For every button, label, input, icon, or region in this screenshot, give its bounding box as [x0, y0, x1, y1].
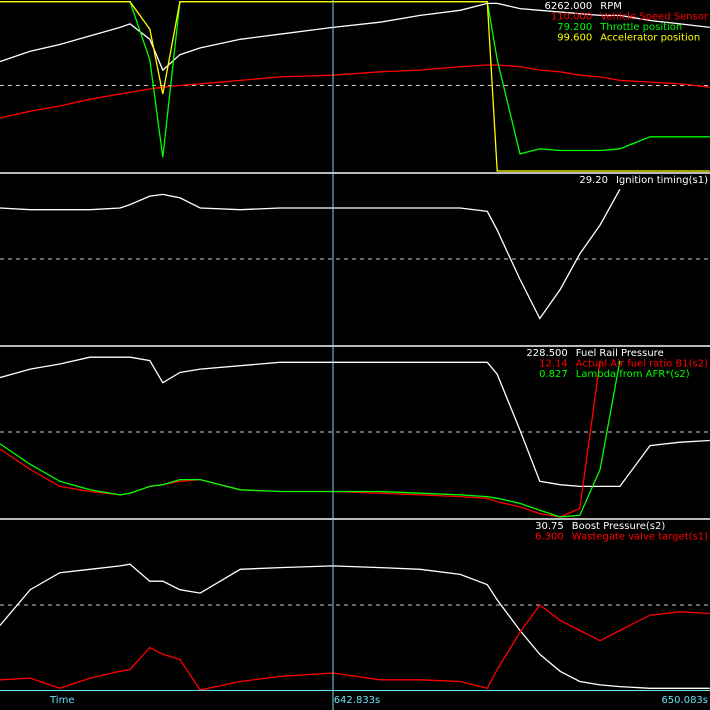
panel-separator	[0, 518, 710, 520]
legend-value: 12.14	[539, 359, 568, 370]
legend-name: Vehicle Speed Sensor	[600, 12, 709, 23]
panel-separator	[0, 172, 710, 174]
legend-name: Lambda from AFR*(s2)	[576, 369, 690, 380]
legend-value: 6262.000	[545, 1, 593, 12]
legend-value: 79.200	[557, 22, 592, 33]
series-line	[0, 563, 710, 689]
series-line	[0, 1, 710, 172]
legend-value: 6.300	[535, 532, 564, 543]
series-line	[0, 2, 710, 72]
legend-name: Wastegate valve target(s1)	[572, 532, 708, 543]
series-line	[0, 356, 710, 488]
panel-separator	[0, 345, 710, 347]
time-label: Time	[49, 695, 74, 706]
legend-value: 30.75	[535, 521, 564, 532]
series-line	[0, 604, 710, 691]
legend-name: Accelerator position	[600, 33, 700, 44]
time-end: 650.083s	[661, 695, 708, 706]
legend-name: RPM	[600, 1, 622, 12]
cursor-time: 642.833s	[334, 695, 381, 706]
legend-value: 29.20	[579, 175, 608, 186]
legend-name: Throttle position	[599, 22, 682, 33]
legend-value: 110.000	[551, 12, 592, 23]
legend-value: 228.500	[526, 348, 567, 359]
legend-name: Actual Air fuel ratio B1(s2)	[576, 359, 708, 370]
legend-name: Boost Pressure(s2)	[572, 521, 666, 532]
panel-separator	[0, 690, 710, 691]
series-line	[0, 360, 621, 518]
legend-name: Ignition timing(s1)	[616, 175, 708, 186]
legend-name: Fuel Rail Pressure	[576, 348, 664, 359]
legend-value: 0.827	[539, 369, 568, 380]
legend-value: 99.600	[557, 33, 592, 44]
series-line	[0, 64, 710, 119]
series-line	[0, 188, 621, 320]
